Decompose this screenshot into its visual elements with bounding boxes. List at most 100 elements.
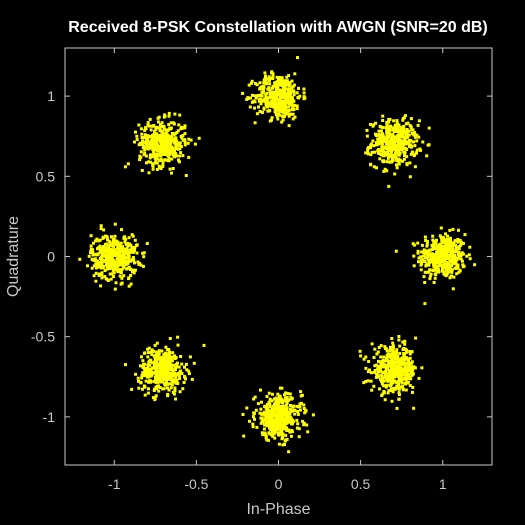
scatter-point: [459, 254, 463, 258]
scatter-point: [173, 366, 177, 370]
scatter-point: [403, 361, 407, 365]
scatter-point: [390, 135, 394, 139]
scatter-point: [462, 264, 466, 268]
scatter-point: [130, 246, 134, 250]
scatter-point: [114, 239, 118, 243]
scatter-point: [379, 363, 383, 367]
scatter-point: [289, 434, 293, 438]
scatter-point: [404, 388, 408, 392]
scatter-point: [127, 236, 131, 240]
scatter-point: [288, 412, 292, 416]
scatter-point: [292, 404, 296, 408]
scatter-point: [107, 239, 111, 243]
scatter-point: [395, 119, 399, 123]
scatter-point: [385, 129, 389, 133]
scatter-point: [295, 426, 299, 430]
scatter-point: [429, 272, 433, 276]
scatter-point: [296, 422, 300, 426]
scatter-point: [155, 157, 159, 161]
scatter-point: [149, 128, 153, 132]
scatter-point: [397, 123, 401, 127]
scatter-point: [299, 390, 303, 394]
scatter-point: [443, 262, 447, 266]
scatter-point: [271, 434, 275, 438]
scatter-point: [379, 378, 383, 382]
scatter-point: [105, 235, 109, 239]
scatter-point: [298, 94, 302, 98]
chart-title: Received 8-PSK Constellation with AWGN (…: [68, 19, 487, 36]
scatter-point: [379, 129, 383, 133]
scatter-point: [281, 401, 284, 405]
scatter-point: [161, 160, 165, 164]
scatter-point: [403, 352, 407, 355]
scatter-point: [274, 401, 278, 405]
scatter-point: [435, 264, 439, 268]
scatter-point: [139, 150, 143, 154]
scatter-point: [451, 247, 455, 251]
scatter-point: [165, 348, 169, 352]
scatter-point: [409, 377, 413, 381]
scatter-point: [276, 410, 280, 414]
scatter-point: [286, 410, 290, 414]
scatter-point: [253, 417, 256, 421]
scatter-point: [129, 282, 133, 286]
scatter-point: [157, 126, 161, 130]
scatter-point: [368, 368, 371, 372]
scatter-point: [389, 345, 392, 349]
scatter-point: [441, 252, 445, 256]
scatter-point: [183, 138, 187, 142]
scatter-point: [286, 96, 290, 99]
scatter-point: [383, 398, 387, 402]
scatter-point: [426, 270, 430, 274]
scatter-point: [175, 362, 178, 366]
scatter-point: [101, 254, 105, 258]
scatter-point: [410, 144, 414, 148]
scatter-point: [177, 374, 181, 378]
scatter-point: [272, 432, 276, 436]
scatter-point: [293, 412, 297, 416]
scatter-point: [126, 260, 130, 264]
scatter-point: [413, 165, 417, 169]
scatter-point: [399, 126, 403, 130]
scatter-point: [440, 248, 444, 252]
scatter-point: [94, 279, 98, 283]
scatter-point: [122, 236, 126, 240]
scatter-point: [176, 129, 180, 133]
scatter-point: [402, 367, 406, 371]
scatter-point: [457, 256, 461, 260]
scatter-point: [275, 114, 279, 118]
scatter-point: [89, 251, 92, 255]
scatter-point: [162, 115, 166, 119]
scatter-point: [265, 438, 269, 442]
scatter-point: [170, 359, 174, 363]
scatter-point: [193, 142, 197, 146]
scatter-point: [458, 268, 462, 272]
scatter-point: [137, 379, 140, 383]
scatter-point: [392, 126, 396, 130]
scatter-point: [393, 375, 397, 379]
scatter-point: [153, 156, 157, 160]
scatter-point: [370, 388, 374, 392]
scatter-point: [268, 82, 272, 86]
scatter-point: [254, 96, 258, 100]
scatter-point: [391, 128, 395, 132]
scatter-point: [415, 151, 418, 155]
scatter-point: [175, 131, 179, 134]
scatter-point: [149, 368, 153, 372]
scatter-point: [431, 259, 435, 263]
scatter-point: [98, 262, 102, 266]
scatter-point: [286, 109, 290, 113]
scatter-point: [386, 379, 390, 383]
scatter-point: [265, 424, 269, 428]
scatter-point: [103, 275, 107, 278]
scatter-point: [106, 252, 110, 256]
scatter-point: [454, 248, 458, 251]
scatter-point: [135, 134, 139, 138]
scatter-point: [416, 251, 420, 255]
scatter-point: [410, 360, 414, 364]
scatter-point: [104, 242, 108, 246]
scatter-point: [182, 381, 186, 384]
scatter-point: [167, 114, 171, 118]
scatter-point: [287, 420, 291, 424]
scatter-point: [388, 154, 392, 158]
